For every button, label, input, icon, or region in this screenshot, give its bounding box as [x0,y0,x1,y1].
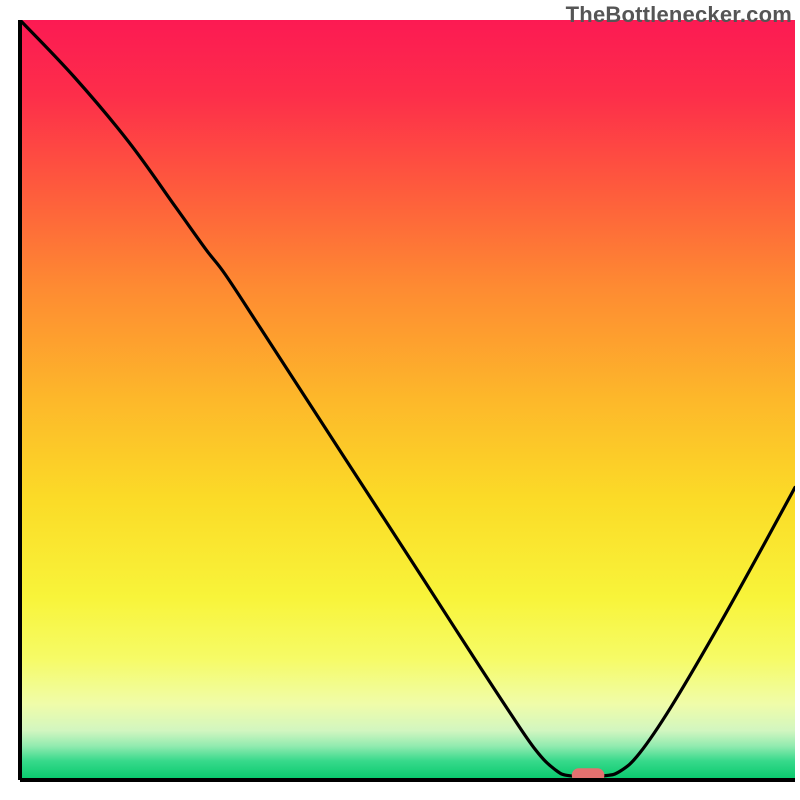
watermark-text: TheBottlenecker.com [566,2,792,28]
gradient-background [20,20,795,780]
bottleneck-chart [0,0,800,800]
plot-area [20,20,795,783]
chart-container: TheBottlenecker.com [0,0,800,800]
